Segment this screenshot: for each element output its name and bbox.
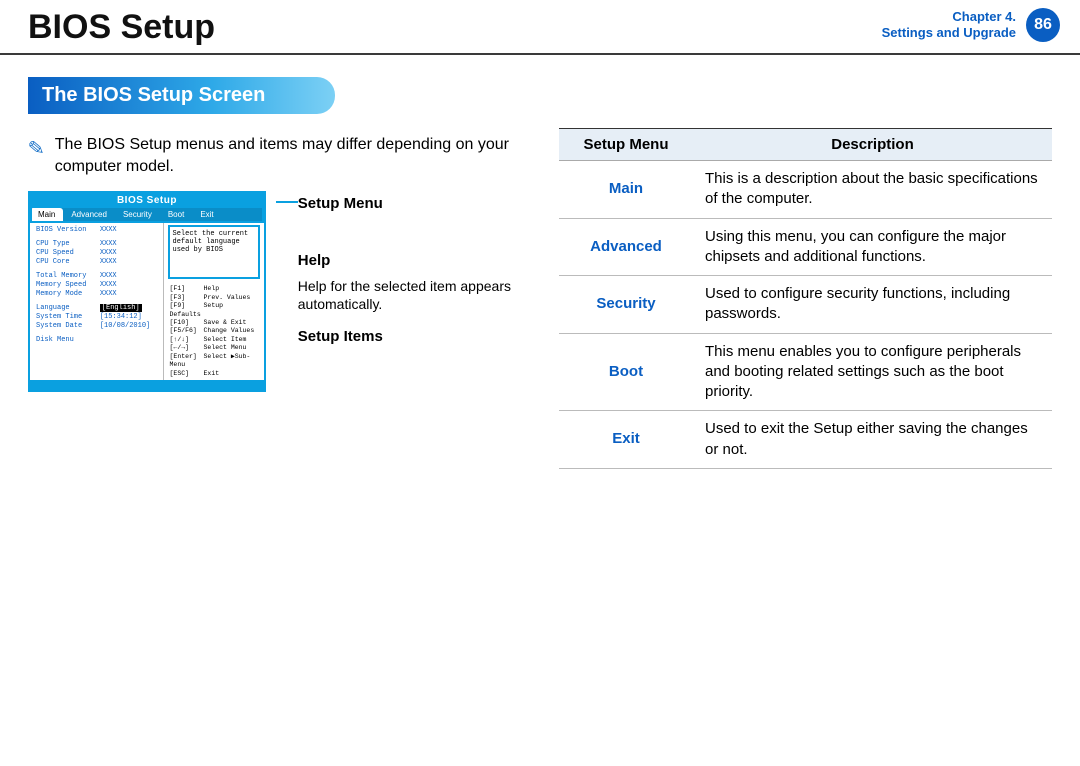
- table-row: AdvancedUsing this menu, you can configu…: [559, 218, 1052, 276]
- table-row: BootThis menu enables you to configure p…: [559, 333, 1052, 411]
- bios-key-row: [F5/F6]Change Values: [170, 327, 258, 335]
- menu-cell-boot: Boot: [559, 333, 693, 411]
- bios-key-row: [F1]Help: [170, 285, 258, 293]
- page-header: BIOS Setup Chapter 4. Settings and Upgra…: [0, 0, 1080, 55]
- anno-setup-items: Setup Items: [298, 328, 533, 345]
- bios-tab-exit: Exit: [192, 208, 221, 221]
- bios-key-row: [Enter]Select ▶Sub-Menu: [170, 353, 258, 370]
- chapter-label: Chapter 4. Settings and Upgrade: [882, 9, 1016, 40]
- connector-line: [276, 201, 298, 203]
- desc-cell: This menu enables you to configure perip…: [693, 333, 1052, 411]
- header-meta: Chapter 4. Settings and Upgrade 86: [882, 8, 1060, 42]
- bios-tab-advanced: Advanced: [63, 208, 115, 221]
- anno-help-title: Help: [298, 252, 533, 269]
- bios-tab-bar: MainAdvancedSecurityBootExit: [30, 208, 264, 221]
- bios-key-row: [F10]Save & Exit: [170, 319, 258, 327]
- menu-cell-main: Main: [559, 161, 693, 219]
- bios-item-row: Memory SpeedXXXX: [36, 280, 157, 289]
- bios-tab-boot: Boot: [160, 208, 192, 221]
- bios-item-row: CPU CoreXXXX: [36, 257, 157, 266]
- menu-cell-exit: Exit: [559, 411, 693, 469]
- anno-help-body: Help for the selected item appears autom…: [298, 277, 533, 313]
- bios-key-row: [ESC]Exit: [170, 370, 258, 378]
- bios-item-row: BIOS VersionXXXX: [36, 225, 157, 234]
- bios-item-row: Memory ModeXXXX: [36, 289, 157, 298]
- desc-cell: Used to exit the Setup either saving the…: [693, 411, 1052, 469]
- desc-cell: Using this menu, you can configure the m…: [693, 218, 1052, 276]
- bios-key-row: [↑/↓]Select Item: [170, 336, 258, 344]
- page-number-badge: 86: [1026, 8, 1060, 42]
- bios-screenshot: BIOS Setup MainAdvancedSecurityBootExit …: [28, 191, 266, 392]
- bios-key-row: [←/→]Select Menu: [170, 344, 258, 352]
- th-description: Description: [693, 129, 1052, 161]
- bios-key-row: [F9]Setup Defaults: [170, 302, 258, 319]
- table-row: MainThis is a description about the basi…: [559, 161, 1052, 219]
- bios-item-row: Disk Menu: [36, 335, 157, 344]
- section-heading: The BIOS Setup Screen: [28, 77, 335, 114]
- bios-item-row: CPU SpeedXXXX: [36, 248, 157, 257]
- th-setup-menu: Setup Menu: [559, 129, 693, 161]
- bios-item-row: System Date[10/08/2010]: [36, 321, 157, 330]
- note: ✎ The BIOS Setup menus and items may dif…: [28, 134, 533, 177]
- anno-setup-menu: Setup Menu: [298, 195, 533, 212]
- bios-setup-items: BIOS VersionXXXX CPU TypeXXXXCPU SpeedXXX…: [30, 221, 164, 380]
- page-title: BIOS Setup: [28, 8, 215, 47]
- bios-window-title: BIOS Setup: [30, 193, 264, 208]
- table-row: ExitUsed to exit the Setup either saving…: [559, 411, 1052, 469]
- bios-key-legend: [F1]Help[F3]Prev. Values[F9]Setup Defaul…: [164, 283, 264, 380]
- bios-item-row: Total MemoryXXXX: [36, 271, 157, 280]
- bios-key-row: [F3]Prev. Values: [170, 294, 258, 302]
- note-text: The BIOS Setup menus and items may diffe…: [55, 134, 533, 177]
- bios-tab-security: Security: [115, 208, 160, 221]
- desc-cell: Used to configure security functions, in…: [693, 276, 1052, 334]
- bios-item-row: CPU TypeXXXX: [36, 239, 157, 248]
- menu-cell-security: Security: [559, 276, 693, 334]
- setup-menu-table: Setup Menu Description MainThis is a des…: [559, 128, 1052, 469]
- desc-cell: This is a description about the basic sp…: [693, 161, 1052, 219]
- bios-tab-main: Main: [30, 208, 63, 221]
- bios-item-row: System Time[15:34:12]: [36, 312, 157, 321]
- bios-item-row: Language[English]: [36, 303, 157, 312]
- bios-help-box: Select the current default language used…: [168, 225, 260, 279]
- menu-cell-advanced: Advanced: [559, 218, 693, 276]
- note-icon: ✎: [27, 135, 46, 163]
- table-row: SecurityUsed to configure security funct…: [559, 276, 1052, 334]
